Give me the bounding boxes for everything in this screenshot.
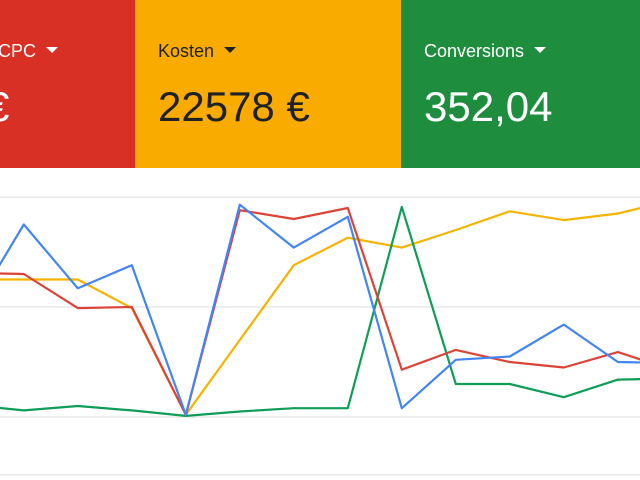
scorecard[interactable]	[0, 0, 135, 168]
card-value: €	[0, 83, 9, 130]
dropdown-arrow[interactable]	[224, 47, 237, 53]
scorecard[interactable]	[135, 0, 401, 168]
card-label[interactable]: CPC	[0, 41, 36, 61]
series-line	[0, 205, 640, 417]
scorecard[interactable]	[401, 0, 640, 168]
series-line	[0, 206, 640, 416]
card-value: 352,04	[424, 83, 552, 130]
card-value: 22578 €	[158, 83, 310, 130]
series-line	[0, 203, 640, 416]
dropdown-arrow[interactable]	[46, 47, 59, 53]
scorecards: CPC € Kosten 22578 € Conversions 352,04	[0, 0, 640, 168]
dropdown-arrow[interactable]	[534, 47, 547, 53]
chart	[0, 196, 640, 476]
card-label[interactable]: Kosten	[158, 41, 214, 61]
card-label[interactable]: Conversions	[424, 41, 524, 61]
